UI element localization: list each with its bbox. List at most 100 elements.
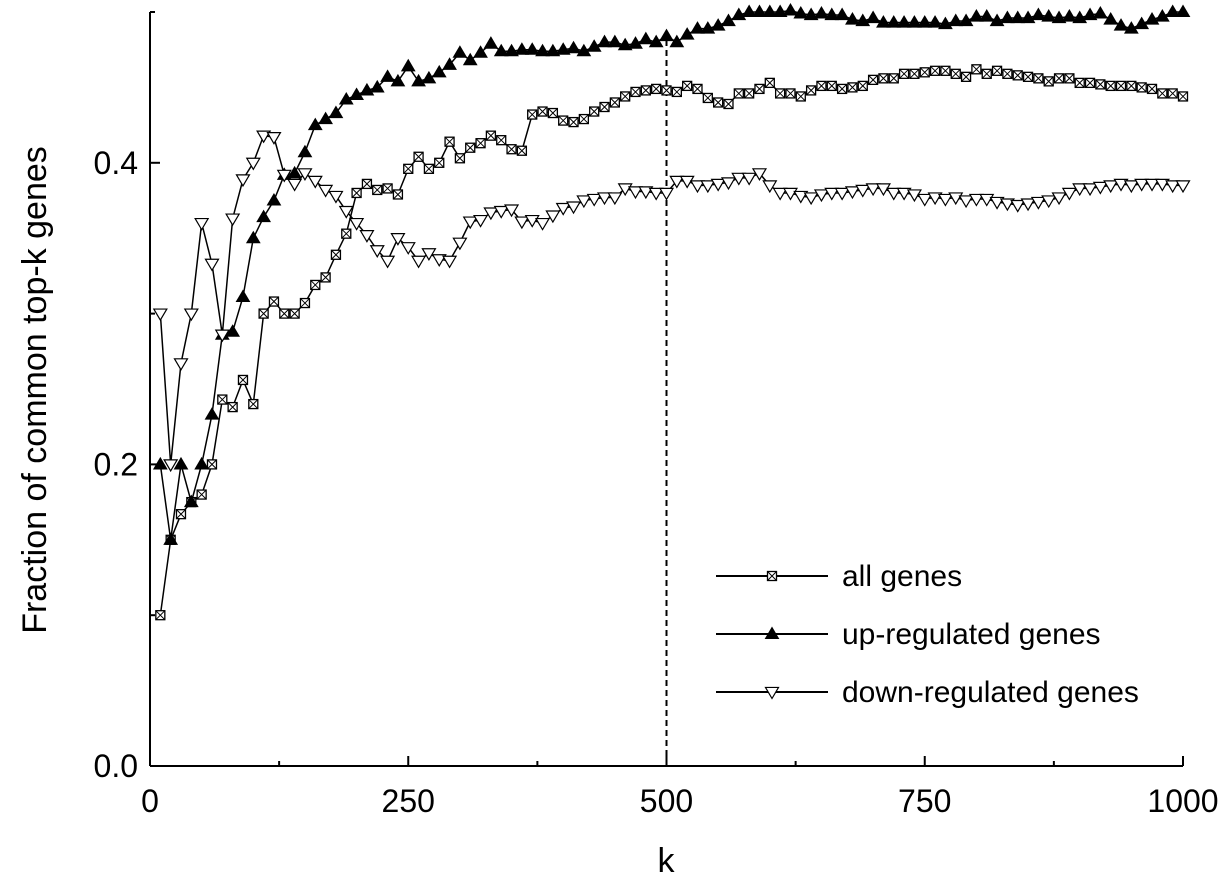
- marker-cross: [940, 65, 951, 76]
- filled-triangle-marker: [793, 6, 809, 19]
- marker-cross: [992, 65, 1002, 76]
- marker-cross: [1136, 82, 1147, 93]
- open-triangle-marker: [741, 172, 757, 186]
- open-triangle-marker: [700, 180, 716, 194]
- open-triangle-marker: [338, 205, 354, 219]
- marker-cross: [258, 308, 269, 319]
- filled-triangle-marker: [1175, 4, 1191, 18]
- marker-cross: [930, 65, 940, 76]
- filled-triangle-marker: [235, 289, 251, 303]
- open-triangle-marker: [586, 193, 602, 207]
- marker-cross: [372, 185, 383, 195]
- marker-cross: [899, 68, 909, 79]
- filled-triangle-marker: [504, 43, 519, 57]
- open-triangle-marker: [369, 245, 385, 258]
- filled-triangle-marker: [803, 7, 819, 21]
- open-triangle-marker: [813, 189, 829, 203]
- filled-triangle-marker: [886, 15, 902, 28]
- x-tick-label: 250: [382, 783, 435, 819]
- open-triangle-marker: [1134, 178, 1150, 192]
- open-triangle-marker: [194, 217, 210, 231]
- open-triangle-marker: [452, 237, 468, 251]
- filled-triangle-marker: [225, 324, 241, 337]
- filled-triangle-marker: [1051, 10, 1067, 24]
- open-triangle-marker: [762, 180, 778, 194]
- marker-cross: [176, 509, 186, 520]
- marker-cross: [155, 610, 166, 621]
- marker-cross: [744, 88, 754, 99]
- open-triangle-marker: [214, 329, 230, 343]
- series-group: [152, 3, 1191, 621]
- open-triangle-marker: [1030, 196, 1046, 210]
- filled-triangle-marker: [535, 43, 550, 57]
- marker-cross: [767, 571, 777, 581]
- filled-triangle-marker: [390, 73, 406, 87]
- open-triangle-marker: [927, 192, 943, 206]
- open-triangle-marker: [855, 184, 871, 198]
- open-triangle-marker: [751, 168, 768, 182]
- marker-cross: [269, 296, 279, 307]
- open-triangle-marker: [764, 686, 780, 700]
- filled-triangle-marker: [710, 18, 726, 31]
- open-triangle-marker: [607, 192, 623, 206]
- open-triangle-marker: [504, 204, 520, 218]
- marker-cross: [548, 108, 558, 118]
- marker-cross: [1095, 79, 1106, 90]
- marker-cross: [888, 73, 899, 84]
- marker-cross: [816, 81, 827, 91]
- open-triangle-marker: [596, 192, 613, 206]
- x-tick-label: 500: [640, 783, 693, 819]
- open-triangle-marker: [1082, 183, 1098, 197]
- marker-cross: [1002, 68, 1013, 79]
- filled-triangle-marker: [824, 7, 840, 21]
- filled-triangle-marker: [834, 7, 850, 21]
- marker-cross: [599, 102, 610, 112]
- filled-triangle-marker: [1041, 9, 1057, 22]
- open-triangle-marker: [772, 187, 788, 201]
- marker-cross: [568, 117, 579, 127]
- filled-triangle-marker: [628, 36, 643, 49]
- open-triangle-marker: [1113, 178, 1129, 192]
- marker-cross: [475, 138, 486, 149]
- filled-triangle-marker: [442, 57, 457, 70]
- open-triangle-marker: [380, 255, 396, 269]
- open-triangle-marker: [844, 186, 860, 200]
- filled-triangle-marker: [617, 37, 633, 51]
- open-triangle-marker: [1061, 187, 1077, 201]
- marker-cross: [1105, 81, 1116, 91]
- filled-triangle-marker: [287, 165, 302, 179]
- open-triangle-marker: [245, 157, 261, 171]
- x-axis-title: k: [658, 842, 676, 880]
- marker-cross: [733, 88, 744, 99]
- marker-cross: [775, 88, 785, 99]
- marker-cross: [713, 97, 724, 108]
- marker-cross: [279, 308, 290, 319]
- open-triangle-marker: [565, 201, 582, 215]
- marker-cross: [362, 179, 372, 189]
- marker-cross: [1064, 73, 1075, 84]
- filled-triangle-marker: [979, 9, 995, 22]
- x-tick-label: 1000: [1147, 783, 1218, 819]
- series-up-regulated-genes: [152, 3, 1191, 545]
- series-down-regulated-genes: [152, 130, 1191, 473]
- marker-cross: [1157, 88, 1168, 99]
- series-all-genes: [155, 64, 1189, 621]
- marker-cross: [640, 85, 651, 96]
- open-triangle-marker: [183, 308, 199, 322]
- open-triangle-marker: [173, 358, 189, 372]
- marker-cross: [558, 115, 569, 126]
- marker-cross: [630, 87, 641, 97]
- marker-cross: [331, 249, 341, 260]
- open-triangle-marker: [152, 308, 168, 322]
- filled-triangle-marker: [256, 209, 272, 223]
- marker-cross: [1054, 73, 1064, 84]
- marker-cross: [310, 280, 321, 290]
- legend-label: down-regulated genes: [842, 676, 1139, 709]
- open-triangle-marker: [493, 205, 509, 219]
- marker-cross: [227, 402, 238, 412]
- open-triangle-marker: [266, 132, 282, 145]
- marker-cross: [351, 188, 362, 198]
- filled-triangle-marker: [328, 105, 344, 119]
- filled-triangle-marker: [338, 91, 354, 105]
- marker-cross: [754, 84, 765, 94]
